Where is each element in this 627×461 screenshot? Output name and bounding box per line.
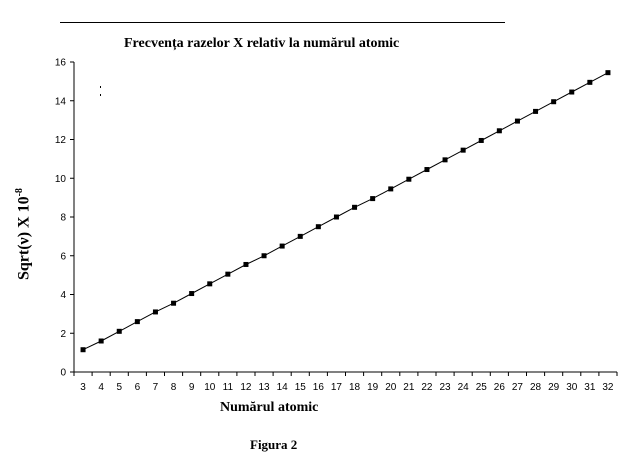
x-tick-label: 9 — [189, 382, 195, 393]
x-tick-label: 19 — [367, 382, 379, 393]
data-point — [551, 99, 557, 105]
data-point — [569, 89, 575, 95]
x-tick-label: 4 — [98, 382, 104, 393]
y-tick-label: 14 — [55, 96, 67, 107]
data-point — [587, 79, 593, 85]
figure-caption: Figura 2 — [250, 437, 298, 452]
y-tick-label: 2 — [60, 329, 66, 340]
data-point — [261, 253, 267, 259]
x-tick-label: 7 — [153, 382, 159, 393]
data-point — [460, 147, 466, 153]
x-tick-label: 6 — [135, 382, 141, 393]
x-tick-label: 30 — [566, 382, 578, 393]
x-tick-label: 22 — [421, 382, 433, 393]
data-point — [207, 281, 213, 287]
x-tick-label: 16 — [313, 382, 325, 393]
data-point — [406, 176, 412, 182]
y-tick-label: 4 — [60, 290, 66, 301]
x-tick-label: 12 — [240, 382, 252, 393]
data-point — [370, 196, 376, 202]
x-tick-label: 25 — [476, 382, 488, 393]
x-tick-label: 26 — [494, 382, 506, 393]
x-tick-label: 32 — [602, 382, 614, 393]
data-point — [189, 291, 195, 297]
y-tick-label: 12 — [55, 135, 67, 146]
x-tick-label: 23 — [439, 382, 451, 393]
x-tick-label: 15 — [295, 382, 307, 393]
y-tick-label: 8 — [60, 213, 66, 224]
x-tick-label: 17 — [331, 382, 343, 393]
x-tick-label: 29 — [548, 382, 560, 393]
top-rule — [60, 22, 505, 23]
stray-mark — [100, 94, 101, 96]
data-point — [171, 300, 177, 306]
data-point — [352, 204, 358, 210]
x-tick-label: 20 — [385, 382, 397, 393]
y-tick-label: 16 — [55, 58, 67, 69]
x-tick-label: 28 — [530, 382, 542, 393]
data-point — [279, 243, 285, 249]
series-line — [82, 72, 609, 351]
x-tick-label: 27 — [512, 382, 524, 393]
data-point — [225, 271, 231, 277]
x-tick-label: 8 — [171, 382, 177, 393]
data-point — [496, 128, 502, 134]
data-point — [315, 224, 321, 230]
x-tick-label: 31 — [584, 382, 596, 393]
data-point — [98, 338, 104, 344]
chart-title: Frecvența razelor X relativ la numărul a… — [124, 36, 400, 51]
y-tick-label: 0 — [60, 368, 66, 379]
data-point — [424, 167, 430, 173]
data-point — [388, 186, 394, 192]
x-tick-label: 14 — [277, 382, 289, 393]
data-point — [442, 157, 448, 163]
data-point — [243, 261, 249, 267]
x-tick-label: 24 — [458, 382, 470, 393]
data-point — [514, 118, 520, 124]
y-tick-label: 6 — [60, 251, 66, 262]
stray-mark — [100, 86, 101, 88]
data-point — [134, 319, 140, 325]
data-point — [605, 70, 611, 76]
x-tick-label: 18 — [349, 382, 361, 393]
x-axis-label: Numărul atomic — [220, 400, 319, 415]
data-point — [333, 214, 339, 220]
y-tick-label: 10 — [55, 174, 67, 185]
x-tick-label: 11 — [223, 382, 234, 393]
data-point — [297, 233, 303, 239]
x-tick-label: 13 — [258, 382, 270, 393]
data-point — [152, 309, 158, 315]
data-point — [533, 108, 539, 114]
data-point — [80, 347, 86, 353]
x-tick-label: 21 — [403, 382, 415, 393]
x-tick-label: 5 — [116, 382, 122, 393]
data-point — [116, 328, 122, 334]
data-point — [478, 137, 484, 143]
x-tick-label: 3 — [80, 382, 86, 393]
x-tick-label: 10 — [204, 382, 216, 393]
